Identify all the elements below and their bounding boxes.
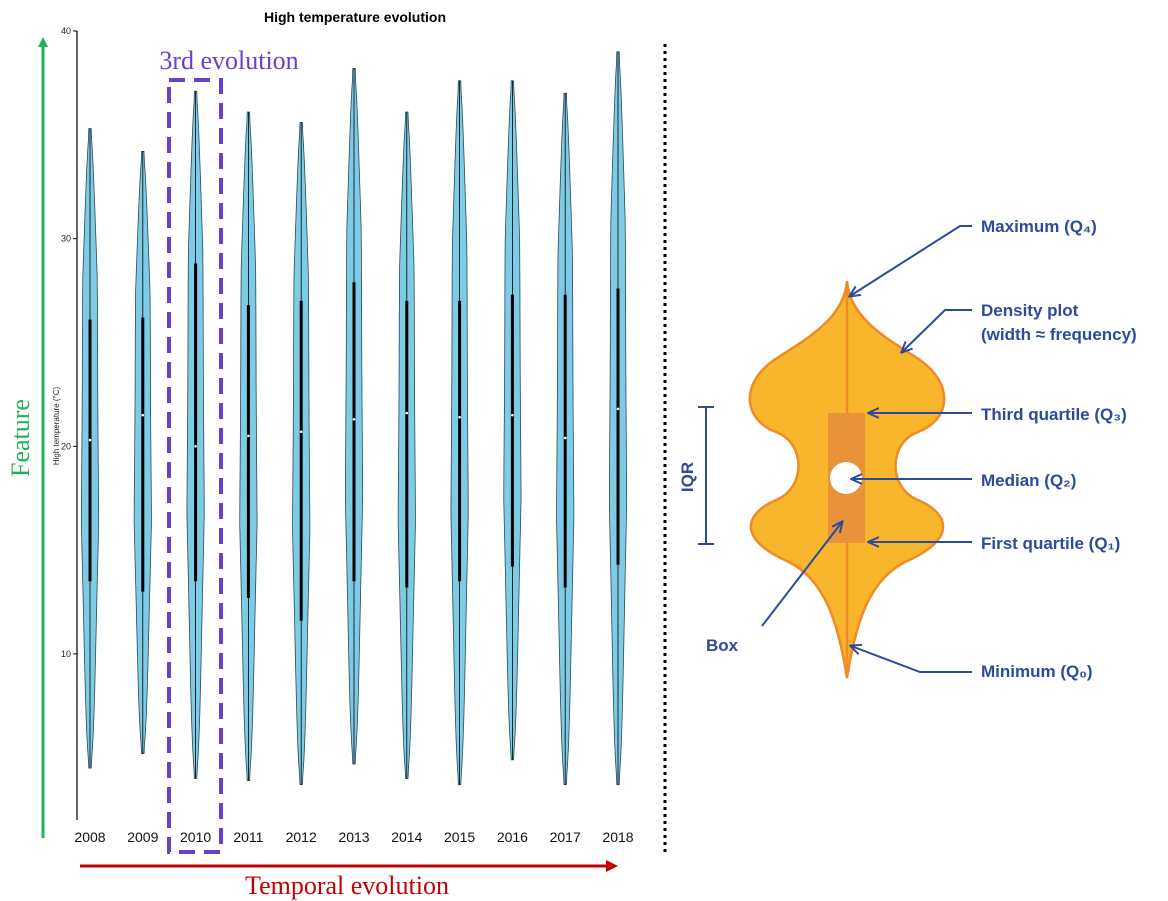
density-label-line1: Density plot xyxy=(981,301,1079,320)
y-axis-label: High temperature (°C) xyxy=(52,387,61,466)
violin-2013 xyxy=(344,67,364,765)
violin-2009 xyxy=(133,151,152,754)
violin-2014 xyxy=(397,111,416,779)
violin-2015 xyxy=(450,80,469,786)
x-category-label: 2017 xyxy=(550,829,581,845)
x-category-label: 2014 xyxy=(391,829,422,845)
violin-2016 xyxy=(503,80,522,761)
x-category-label: 2010 xyxy=(180,829,211,845)
density-label-line2: (width ≈ frequency) xyxy=(981,325,1137,344)
violin-anatomy-diagram: IQR Maximum (Q₄) Density plot (width ≈ f… xyxy=(678,217,1137,681)
maximum-arrow xyxy=(850,225,972,296)
violin-median xyxy=(299,430,303,434)
minimum-arrow xyxy=(851,646,972,673)
violin-2011 xyxy=(239,111,258,781)
diagram-median-dot xyxy=(830,462,862,494)
violin-2012 xyxy=(292,121,311,786)
median-label: Median (Q₂) xyxy=(981,471,1076,490)
x-axis-categories: 2008 2009 2010 2011 2012 2013 2014 2015 2016 2017… xyxy=(74,829,633,845)
violin-2017 xyxy=(556,92,575,786)
violin-2008 xyxy=(80,128,100,769)
x-category-label: 2012 xyxy=(286,829,317,845)
violin-median xyxy=(616,407,620,411)
highlight-label: 3rd evolution xyxy=(159,46,298,75)
violin-median xyxy=(194,444,197,448)
violin-median xyxy=(511,413,514,417)
highlight-box xyxy=(167,78,223,854)
iqr-label: IQR xyxy=(678,462,697,492)
violin-median xyxy=(405,411,409,415)
x-category-label: 2016 xyxy=(497,829,528,845)
feature-label: Feature xyxy=(6,399,35,477)
x-category-label: 2015 xyxy=(444,829,475,845)
chart-title: High temperature evolution xyxy=(264,9,446,25)
y-tick-label: 30 xyxy=(61,234,71,244)
x-category-label: 2009 xyxy=(127,829,158,845)
x-category-label: 2011 xyxy=(233,829,263,845)
violin-2018 xyxy=(608,51,628,786)
x-category-label: 2008 xyxy=(74,829,105,845)
box-arrow xyxy=(761,522,842,627)
minimum-label: Minimum (Q₀) xyxy=(981,662,1093,681)
violin-chart: High temperature evolution 10 20 30 40 High… xyxy=(6,9,634,900)
y-tick-label: 20 xyxy=(61,441,71,451)
first-quartile-label: First quartile (Q₁) xyxy=(981,534,1120,553)
maximum-label: Maximum (Q₄) xyxy=(981,217,1097,236)
y-tick-label: 40 xyxy=(61,26,71,36)
violin-median xyxy=(563,436,567,440)
x-category-label: 2018 xyxy=(602,829,633,845)
density-arrow xyxy=(902,309,972,352)
y-tick-label: 10 xyxy=(61,649,71,659)
violin-median xyxy=(458,415,461,419)
violin-median xyxy=(88,438,92,442)
violin-median xyxy=(247,434,250,438)
violin-2010 xyxy=(186,90,205,779)
violin-series xyxy=(80,51,628,786)
x-category-label: 2013 xyxy=(338,829,369,845)
violin-median xyxy=(352,417,356,421)
temporal-label: Temporal evolution xyxy=(245,871,449,900)
third-quartile-label: Third quartile (Q₃) xyxy=(981,405,1127,424)
violin-median xyxy=(141,413,145,417)
y-axis-ticks: 10 20 30 40 xyxy=(61,26,77,659)
box-label: Box xyxy=(706,636,739,655)
